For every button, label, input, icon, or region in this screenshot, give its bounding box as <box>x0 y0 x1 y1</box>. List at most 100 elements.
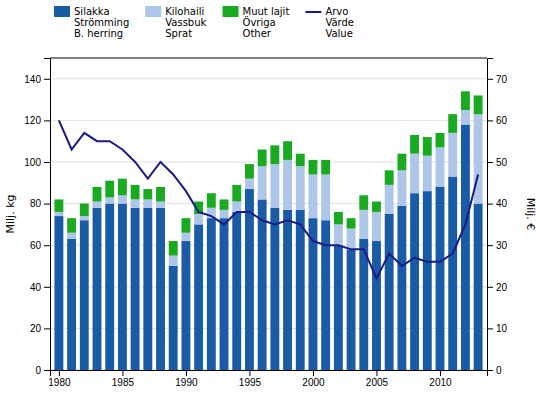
tick-mark <box>487 370 493 371</box>
bar <box>80 216 89 220</box>
bar <box>359 210 368 239</box>
bar <box>93 208 102 370</box>
bar <box>423 191 432 370</box>
bar <box>334 245 343 370</box>
bar <box>321 160 330 175</box>
tick: 2005 <box>366 370 389 388</box>
bar-series <box>54 91 482 255</box>
bar <box>410 135 419 154</box>
bar <box>309 174 318 218</box>
tick-mark <box>313 370 314 376</box>
bar <box>245 189 254 370</box>
tick: 1980 <box>48 370 71 388</box>
bar <box>118 179 127 196</box>
tick-mark <box>487 287 493 288</box>
x-axis: 1980198519901995200020052010 <box>48 370 487 388</box>
bar <box>156 187 165 202</box>
bar <box>54 216 63 370</box>
bar <box>131 199 140 207</box>
bar <box>93 202 102 208</box>
tick-label: 40 <box>30 282 42 293</box>
bar <box>258 199 267 370</box>
axis-line <box>51 371 488 377</box>
tick-label: 60 <box>30 240 42 251</box>
line <box>59 120 478 278</box>
legend-label: Muut lajitÖvrigaOther <box>243 6 290 39</box>
frame-line <box>50 58 487 59</box>
tick-label: 2005 <box>366 377 389 388</box>
bar-series <box>54 110 482 266</box>
bar <box>258 150 267 167</box>
bar <box>385 170 394 185</box>
bar <box>181 233 190 241</box>
tick: 2000 <box>302 370 325 388</box>
bar <box>207 193 216 208</box>
tick: 10 <box>487 323 508 334</box>
tick: 40 <box>487 198 508 209</box>
tick: 20 <box>487 282 508 293</box>
y2-axis: 010203040506070 <box>487 59 508 376</box>
plot: 1980198519901995200020052010020406080100… <box>24 58 507 388</box>
tick-label: 100 <box>24 157 41 168</box>
tick-label: 20 <box>30 323 42 334</box>
tick: 80 <box>30 198 50 209</box>
bar <box>397 170 406 205</box>
bar <box>283 210 292 370</box>
legend-label: KilohailiVassbukSprat <box>165 6 206 39</box>
bar <box>220 210 229 218</box>
legend-item: ArvoVärdeValue <box>305 6 354 39</box>
bar <box>448 133 457 177</box>
marks <box>54 91 482 370</box>
tick-label: 50 <box>496 157 508 168</box>
tick: 40 <box>30 282 50 293</box>
tick: 50 <box>487 157 508 168</box>
bar <box>385 185 394 214</box>
tick-mark <box>487 245 493 246</box>
bar <box>169 266 178 370</box>
bar <box>372 202 381 212</box>
tick: 30 <box>487 240 508 251</box>
bar <box>143 208 152 370</box>
legend-label: SilakkaStrömmingB. herring <box>74 6 129 39</box>
bar <box>296 154 305 166</box>
tick: 140 <box>24 74 50 85</box>
axis-line <box>488 59 494 371</box>
bar <box>105 197 114 203</box>
tick-label: 120 <box>24 115 41 126</box>
bar <box>245 164 254 179</box>
bar-series <box>54 125 482 370</box>
bar <box>321 220 330 370</box>
bar <box>54 199 63 211</box>
tick: 20 <box>30 323 50 334</box>
bar <box>118 204 127 370</box>
bar <box>207 218 216 370</box>
bar <box>347 229 356 250</box>
tick-mark <box>122 370 123 376</box>
tick: 70 <box>487 74 508 85</box>
tick-mark <box>44 204 50 205</box>
bar <box>436 147 445 187</box>
tick-label: 2000 <box>302 377 325 388</box>
grid-line <box>50 245 487 246</box>
tick-label: 1995 <box>239 377 262 388</box>
legend-swatch <box>145 6 161 17</box>
bar <box>321 174 330 220</box>
bar <box>80 220 89 370</box>
tick-mark <box>44 370 50 371</box>
y-axis: 0 20 40 60 80 100 120 140 <box>24 59 50 376</box>
bar <box>131 185 140 200</box>
bar <box>194 224 203 370</box>
chart: 1980198519901995200020052010020406080100… <box>0 0 537 396</box>
bar <box>131 208 140 370</box>
bar <box>143 199 152 207</box>
tick-mark <box>487 120 493 121</box>
tick-label: 30 <box>496 240 508 251</box>
bar <box>296 166 305 210</box>
legend-label: ArvoVärdeValue <box>325 6 354 39</box>
legend-item: KilohailiVassbukSprat <box>145 6 206 39</box>
bar <box>105 181 114 198</box>
bar <box>181 218 190 233</box>
tick: 1990 <box>175 370 198 388</box>
tick-label: 0 <box>35 365 41 376</box>
grid-line <box>50 203 487 204</box>
